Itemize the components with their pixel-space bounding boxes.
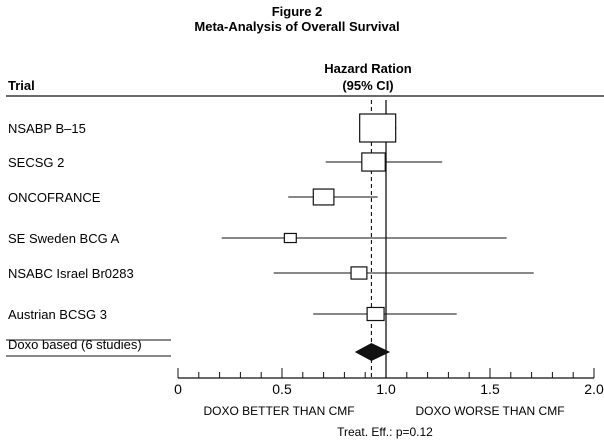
pooled-estimate-diamond bbox=[354, 343, 391, 361]
x-tick-label: 1.5 bbox=[480, 381, 500, 397]
point-estimate-box bbox=[283, 232, 297, 244]
point-estimate-box bbox=[312, 188, 335, 206]
footnote: Treat. Eff.: p=0.12 bbox=[337, 425, 433, 439]
x-tick-label: 2.0 bbox=[584, 381, 604, 397]
x-tick-label: 1.0 bbox=[376, 381, 396, 397]
column-header-trial: Trial bbox=[8, 78, 35, 93]
x-axis-label-left: DOXO BETTER THAN CMF bbox=[203, 404, 354, 418]
column-header-hr-line2: (95% CI) bbox=[342, 78, 393, 93]
column-header-hr-line1: Hazard Ration bbox=[324, 61, 411, 76]
point-estimate-box bbox=[361, 152, 386, 172]
plot-area: NSABP B–15 SECSG 2 ONCOFRANCE SE Sweden BCG… bbox=[6, 100, 604, 397]
study-label: NSABP B–15 bbox=[8, 121, 86, 136]
pooled-label: Doxo based (6 studies) bbox=[8, 337, 142, 352]
point-estimate-box bbox=[366, 306, 385, 322]
study-label: ONCOFRANCE bbox=[8, 190, 101, 205]
figure-title: Figure 2 bbox=[272, 4, 323, 19]
point-estimate-box bbox=[359, 113, 397, 143]
study-label: NSABC Israel Br0283 bbox=[8, 266, 134, 281]
study-label: SECSG 2 bbox=[8, 155, 64, 170]
point-estimate-box bbox=[350, 266, 368, 280]
x-axis-label-right: DOXO WORSE THAN CMF bbox=[415, 404, 564, 418]
figure-subtitle: Meta-Analysis of Overall Survival bbox=[194, 19, 399, 34]
study-label: SE Sweden BCG A bbox=[8, 231, 120, 246]
x-tick-label: 0 bbox=[174, 381, 182, 397]
study-label: Austrian BCSG 3 bbox=[8, 307, 107, 322]
x-tick-label: 0.5 bbox=[272, 381, 292, 397]
